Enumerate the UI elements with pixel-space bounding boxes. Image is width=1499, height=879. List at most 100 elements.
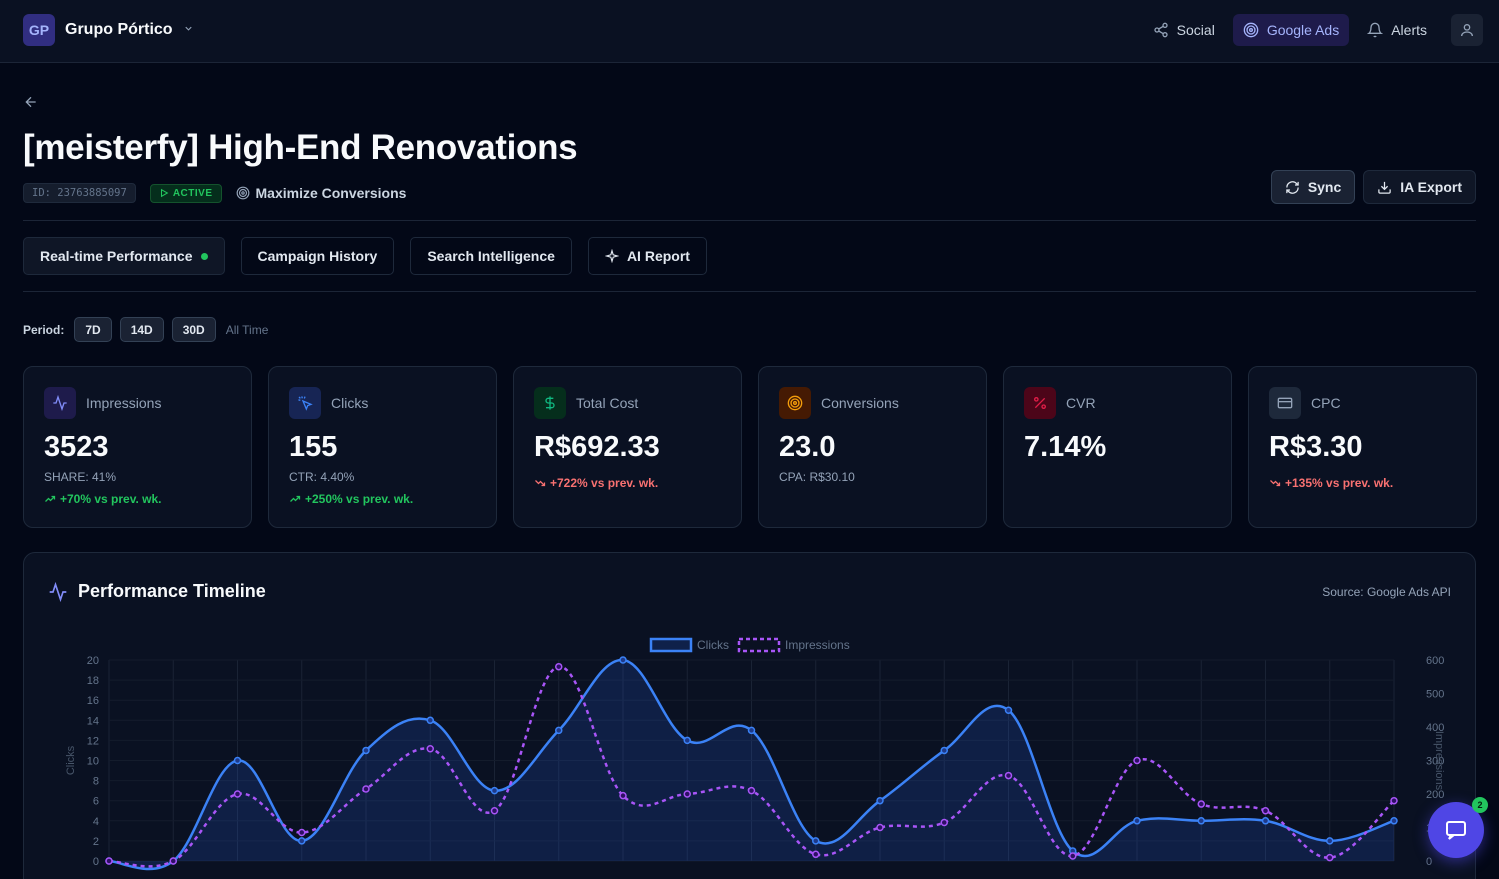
impressions-point bbox=[1390, 796, 1398, 805]
nav-social-label: Social bbox=[1176, 22, 1215, 38]
nav-alerts[interactable]: Alerts bbox=[1357, 14, 1437, 46]
metric-label: Total Cost bbox=[576, 395, 639, 411]
percent-icon bbox=[1024, 387, 1056, 419]
y-tick-label: 12 bbox=[87, 735, 99, 747]
metric-card-conversions: Conversions 23.0 CPA: R$30.10 bbox=[758, 366, 987, 528]
top-nav: Social Google Ads Alerts bbox=[1143, 14, 1483, 46]
clicks-point bbox=[233, 756, 242, 765]
y-axis-label: Clicks bbox=[65, 745, 77, 775]
metric-label: Impressions bbox=[86, 395, 162, 411]
y2-tick-label: 200 bbox=[1426, 789, 1444, 801]
org-switcher[interactable]: GP Grupo Pórtico bbox=[23, 14, 194, 46]
clicks-point bbox=[1390, 817, 1398, 825]
impressions-line bbox=[108, 665, 1395, 868]
y2-tick-label: 400 bbox=[1426, 722, 1444, 734]
y2-tick-label: 500 bbox=[1426, 689, 1444, 701]
metric-sub: SHARE: 41% bbox=[44, 470, 117, 484]
panel-title: Performance Timeline bbox=[48, 581, 266, 602]
metric-trend: +250% vs prev. wk. bbox=[289, 492, 476, 506]
y-tick-label: 14 bbox=[87, 715, 99, 727]
metric-card-total-cost: Total Cost R$692.33 +722% vs prev. wk. bbox=[513, 366, 742, 528]
tab-campaign-history[interactable]: Campaign History bbox=[240, 237, 395, 275]
period-14d-button[interactable]: 14D bbox=[119, 317, 164, 342]
user-menu-button[interactable] bbox=[1451, 14, 1483, 46]
target-icon bbox=[236, 186, 249, 200]
legend-swatch-impressions bbox=[737, 637, 781, 653]
metric-cards: Impressions 3523 SHARE: 41% +70% vs prev… bbox=[23, 366, 1477, 528]
metric-trend: +70% vs prev. wk. bbox=[44, 492, 231, 506]
impressions-point bbox=[362, 785, 370, 793]
y2-tick-label: 300 bbox=[1426, 756, 1444, 768]
nav-google-ads-label: Google Ads bbox=[1266, 22, 1340, 38]
clicks-point bbox=[1004, 706, 1013, 714]
impressions-point bbox=[105, 857, 113, 865]
period-7d-button[interactable]: 7D bbox=[74, 317, 112, 342]
status-badge: ACTIVE bbox=[149, 183, 222, 203]
y-tick-label: 0 bbox=[93, 856, 99, 868]
header-actions: Sync IA Export bbox=[1270, 170, 1476, 204]
play-icon bbox=[160, 188, 169, 198]
impressions-point bbox=[298, 828, 306, 837]
y-tick-label: 20 bbox=[87, 655, 99, 667]
impressions-point bbox=[1069, 852, 1077, 860]
metric-label: Clicks bbox=[331, 395, 369, 411]
period-30d-button[interactable]: 30D bbox=[171, 317, 216, 342]
share-icon bbox=[1154, 22, 1168, 38]
bell-icon bbox=[1367, 22, 1384, 38]
period-all-time-button[interactable]: All Time bbox=[225, 322, 269, 337]
y-tick-label: 6 bbox=[93, 796, 99, 808]
clicks-point bbox=[747, 726, 756, 735]
nav-google-ads[interactable]: Google Ads bbox=[1232, 14, 1350, 46]
metric-label: CVR bbox=[1066, 395, 1096, 411]
impressions-point bbox=[1133, 756, 1141, 765]
metric-card-cpc: CPC R$3.30 +135% vs prev. wk. bbox=[1248, 366, 1477, 528]
performance-chart: 024681012141618200100200300400500600Clic… bbox=[65, 637, 1445, 871]
legend-label-clicks: Clicks bbox=[697, 638, 729, 652]
clicks-point bbox=[555, 726, 563, 735]
impressions-point bbox=[683, 790, 691, 798]
dollar-icon bbox=[534, 387, 566, 419]
clicks-point bbox=[1326, 837, 1334, 845]
export-button-label: IA Export bbox=[1400, 179, 1462, 195]
metric-trend-label: +135% vs prev. wk. bbox=[1285, 476, 1394, 490]
bid-strategy-label: Maximize Conversions bbox=[255, 185, 407, 201]
metric-sub: CPA: R$30.10 bbox=[779, 470, 855, 484]
user-icon bbox=[1461, 24, 1473, 37]
campaign-id: ID: 23763885097 bbox=[23, 183, 136, 203]
tab-ai-report[interactable]: AI Report bbox=[587, 237, 707, 275]
clicks-point bbox=[812, 837, 820, 845]
impressions-point bbox=[1004, 771, 1013, 780]
divider bbox=[23, 291, 1476, 292]
nav-social[interactable]: Social bbox=[1143, 14, 1225, 46]
metric-value: R$692.33 bbox=[534, 431, 660, 463]
back-arrow-icon[interactable] bbox=[23, 94, 41, 112]
activity-icon bbox=[49, 581, 67, 602]
tab-search-intelligence[interactable]: Search Intelligence bbox=[410, 237, 572, 275]
period-selector: Period: 7D 14D 30D All Time bbox=[23, 317, 270, 342]
bid-strategy: Maximize Conversions bbox=[236, 185, 407, 201]
org-name: Grupo Pórtico bbox=[65, 21, 173, 38]
trend-down-icon bbox=[1270, 480, 1281, 487]
impressions-point bbox=[747, 786, 756, 795]
tab-realtime-performance[interactable]: Real-time Performance bbox=[23, 237, 225, 275]
clicks-area bbox=[109, 659, 1394, 870]
clicks-point bbox=[1261, 817, 1270, 825]
impressions-point bbox=[426, 745, 434, 753]
metric-card-cvr: CVR 7.14% bbox=[1003, 366, 1232, 528]
clicks-point bbox=[362, 746, 370, 755]
metric-value: 23.0 bbox=[779, 431, 836, 463]
metric-value: R$3.30 bbox=[1269, 431, 1363, 463]
metric-card-clicks: Clicks 155 CTR: 4.40% +250% vs prev. wk. bbox=[268, 366, 497, 528]
divider bbox=[23, 220, 1476, 221]
data-source: Source: Google Ads API bbox=[1322, 585, 1451, 599]
y2-tick-label: 0 bbox=[1426, 856, 1432, 868]
tab-label: Search Intelligence bbox=[427, 248, 555, 264]
metric-trend: +722% vs prev. wk. bbox=[534, 476, 721, 490]
impressions-point bbox=[1197, 800, 1205, 808]
impressions-point bbox=[876, 823, 884, 832]
tab-label: Campaign History bbox=[257, 248, 378, 264]
sync-button[interactable]: Sync bbox=[1270, 170, 1356, 204]
export-button[interactable]: IA Export bbox=[1363, 170, 1476, 204]
y-tick-label: 8 bbox=[93, 776, 99, 788]
clicks-line bbox=[108, 658, 1395, 871]
